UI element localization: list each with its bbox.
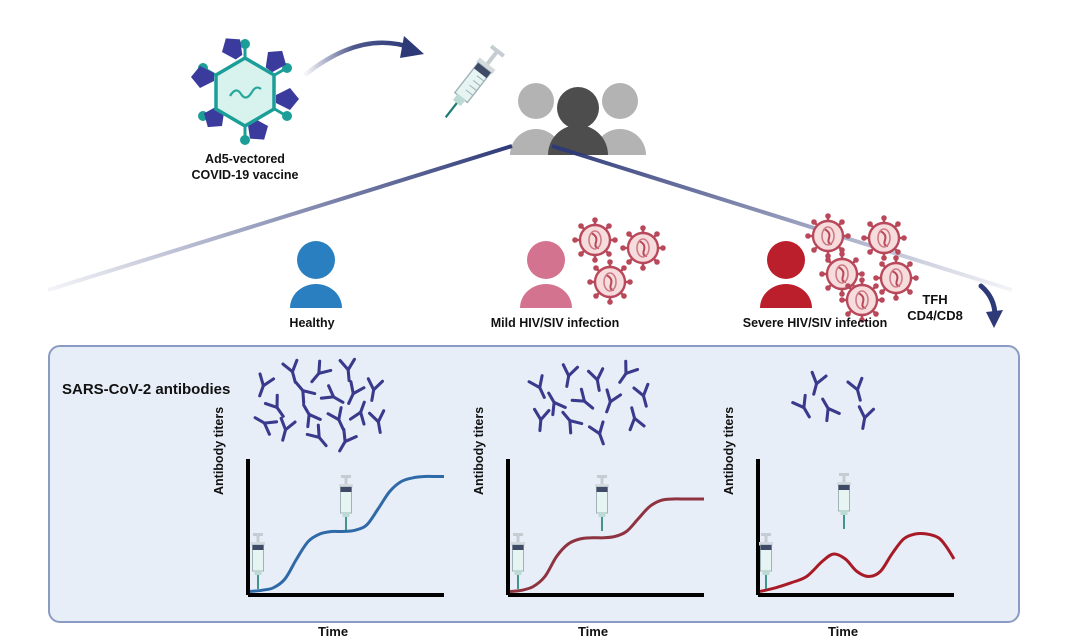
chart-severe-ylabel: Antibody titers — [722, 406, 736, 495]
chart-mild-plot — [506, 459, 704, 597]
cohort-label-mild: Mild HIV/SIV infection — [490, 316, 620, 330]
panel-title: SARS-CoV-2 antibodies — [62, 381, 231, 398]
antibody-cluster-mild — [527, 359, 650, 446]
syringe-marker-prime — [759, 533, 773, 589]
chart-mild: Antibody titers Time — [472, 407, 708, 639]
people-group-icon — [510, 83, 646, 155]
person-icon-mild — [520, 241, 572, 308]
syringe-marker-prime — [511, 533, 525, 589]
adenovirus-vector-icon — [191, 38, 299, 145]
vaccine-caption-line2: COVID-19 vaccine — [191, 167, 299, 182]
chart-mild-xlabel: Time — [577, 624, 609, 639]
person-icon-healthy — [290, 241, 342, 308]
vaccine-caption: Ad5-vectored COVID-19 vaccine — [165, 152, 325, 183]
curved-arrow-icon — [303, 36, 424, 77]
syringe-marker-prime — [251, 533, 265, 589]
tfh-cd4-cd8-note: TFH CD4/CD8 — [890, 292, 980, 323]
cohort-label-healthy: Healthy — [289, 316, 335, 330]
vaccine-caption-line1: Ad5-vectored — [205, 152, 285, 166]
person-icon-severe — [760, 241, 812, 308]
syringe-marker-boost — [595, 475, 609, 531]
chart-mild-ylabel: Antibody titers — [472, 406, 486, 495]
chart-healthy-xlabel: Time — [317, 624, 349, 639]
antibody-cluster-severe — [791, 370, 876, 430]
syringe-icon — [444, 44, 505, 118]
tfh-note-line1: TFH — [922, 292, 948, 307]
chart-healthy: Antibody titers Time — [212, 407, 448, 639]
cohort-branch-lines — [47, 144, 1013, 292]
tfh-note-line2: CD4/CD8 — [907, 307, 963, 323]
cohort-label-severe: Severe HIV/SIV infection — [742, 316, 888, 330]
chart-healthy-plot — [246, 459, 444, 597]
hiv-particles-severe — [805, 213, 919, 323]
syringe-marker-boost — [837, 473, 851, 529]
antibody-cluster-healthy — [253, 357, 386, 453]
chart-healthy-ylabel: Antibody titers — [212, 406, 226, 495]
hiv-particles-mild — [572, 217, 666, 305]
chart-severe-xlabel: Time — [827, 624, 859, 639]
chart-severe-plot — [756, 459, 956, 597]
down-arrow-icon — [978, 283, 1003, 328]
chart-severe: Antibody titers Time — [722, 407, 958, 639]
syringe-marker-boost — [339, 475, 353, 531]
